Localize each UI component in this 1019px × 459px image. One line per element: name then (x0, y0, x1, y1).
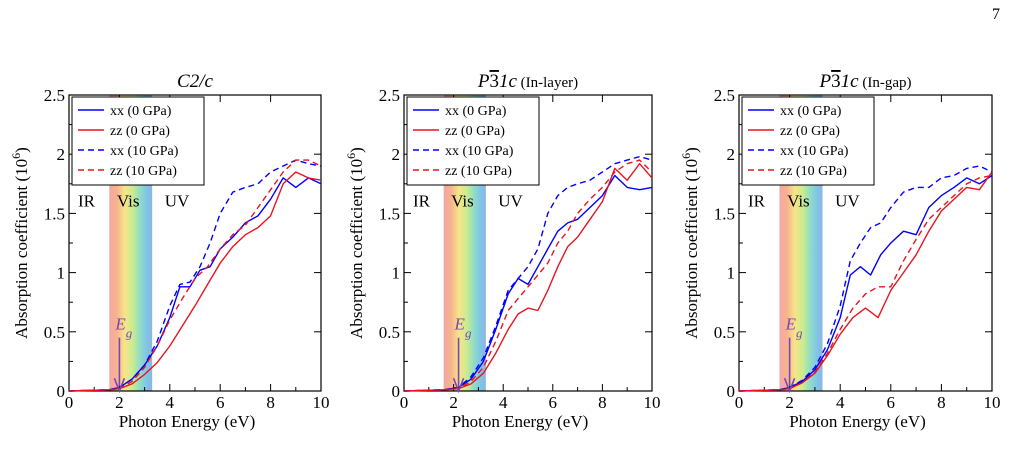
x-tick-label: 2 (115, 393, 124, 412)
x-tick-label: 0 (65, 393, 74, 412)
y-tick-label: 1 (392, 264, 401, 283)
x-tick-label: 0 (400, 393, 409, 412)
series-line-4 (68, 159, 322, 392)
y-tick-label: 1.5 (379, 204, 400, 223)
eg-label: Eg (785, 314, 803, 340)
x-tick-label: 6 (887, 393, 896, 412)
y-axis-label: Absorption coefficient (106) (679, 147, 701, 339)
series-line-4 (403, 159, 653, 392)
y-tick-label: 1 (727, 264, 736, 283)
eg-label: Eg (454, 314, 472, 340)
x-tick-label: 2 (449, 393, 458, 412)
region-label-uv: UV (165, 191, 190, 210)
chart-panel-2: 0 0.5 1 1.5 2 2.5 0 2 4 6 8 10 Photon Energy (eV) Abs… (344, 71, 661, 431)
legend-entry: zz (0 GPa) (445, 124, 505, 139)
x-tick-label: 8 (937, 393, 946, 412)
y-tick-label: 2 (727, 145, 736, 164)
legend-entry: xx (0 GPa) (780, 104, 842, 119)
eg-arrow-head (452, 377, 465, 394)
y-axis-label: Absorption coefficient (106) (9, 147, 31, 339)
chart-panel-3: 0 0.5 1 1.5 2 2.5 0 2 4 6 8 10 Photon Energy (eV) Abs… (679, 71, 1001, 431)
chart-title: P31c (In-gap) (819, 71, 912, 92)
x-tick-label: 8 (266, 393, 275, 412)
y-axis-label: Absorption coefficient (106) (344, 147, 366, 339)
chart-panel-1: 0 0.5 1 1.5 2 2.5 0 2 4 6 8 10 Photon Energy (eV) Abs… (9, 71, 330, 431)
x-tick-label: 10 (644, 393, 661, 412)
y-tick-label: 1.5 (44, 204, 65, 223)
series-line-2 (68, 171, 322, 392)
legend-entry: zz (10 GPa) (110, 164, 177, 179)
eg-arrow-head (113, 377, 126, 394)
eg-label: Eg (114, 314, 132, 340)
series-line-1 (68, 177, 322, 392)
legend-entry: zz (10 GPa) (780, 164, 847, 179)
y-tick-label: 1 (57, 264, 66, 283)
x-tick-label: 10 (984, 393, 1001, 412)
y-tick-label: 0.5 (379, 323, 400, 342)
legend-entry: xx (10 GPa) (780, 144, 849, 159)
region-label-ir: IR (413, 191, 431, 210)
region-label-uv: UV (498, 191, 523, 210)
legend-entry: zz (0 GPa) (780, 124, 840, 139)
x-tick-label: 0 (735, 393, 744, 412)
region-label-vis: Vis (117, 191, 140, 210)
legend-entry: zz (0 GPa) (110, 124, 170, 139)
series-line-4 (738, 174, 993, 392)
region-label-ir: IR (78, 191, 96, 210)
y-tick-label: 2 (392, 145, 401, 164)
series-line-1 (403, 174, 653, 392)
x-tick-label: 8 (598, 393, 607, 412)
y-tick-label: 2.5 (44, 86, 65, 105)
series-line-2 (403, 163, 653, 392)
y-tick-label: 0.5 (714, 323, 735, 342)
x-axis-label: Photon Energy (eV) (452, 412, 589, 431)
x-tick-label: 6 (216, 393, 225, 412)
chart-title: C2/c (177, 71, 213, 92)
x-tick-label: 2 (785, 393, 794, 412)
legend-entry: xx (10 GPa) (110, 144, 179, 159)
eg-arrow-head (783, 377, 796, 394)
region-label-uv: UV (835, 191, 860, 210)
y-tick-label: 0 (57, 382, 66, 401)
legend-entry: zz (10 GPa) (445, 164, 512, 179)
x-tick-label: 10 (313, 393, 330, 412)
series-line-2 (738, 171, 993, 392)
legend-entry: xx (0 GPa) (445, 104, 507, 119)
series-line-3 (403, 155, 653, 392)
x-tick-label: 6 (549, 393, 558, 412)
region-label-vis: Vis (787, 191, 810, 210)
series-line-1 (738, 174, 993, 392)
x-axis-label: Photon Energy (eV) (789, 412, 926, 431)
y-tick-label: 2.5 (379, 86, 400, 105)
y-tick-label: 0 (392, 382, 401, 401)
y-tick-label: 2 (57, 145, 66, 164)
page-number: 7 (992, 6, 1000, 23)
y-tick-label: 2.5 (714, 86, 735, 105)
y-tick-label: 1.5 (714, 204, 735, 223)
series-line-3 (738, 165, 993, 392)
chart-title: P31c (In-layer) (477, 71, 578, 92)
x-tick-label: 4 (499, 393, 508, 412)
x-axis-label: Photon Energy (eV) (119, 412, 256, 431)
legend-entry: xx (0 GPa) (110, 104, 172, 119)
series-line-3 (68, 159, 322, 392)
legend-entry: xx (10 GPa) (445, 144, 514, 159)
region-label-ir: IR (748, 191, 766, 210)
region-label-vis: Vis (451, 191, 474, 210)
y-tick-label: 0 (727, 382, 736, 401)
x-tick-label: 4 (836, 393, 845, 412)
y-tick-label: 0.5 (44, 323, 65, 342)
x-tick-label: 4 (166, 393, 175, 412)
